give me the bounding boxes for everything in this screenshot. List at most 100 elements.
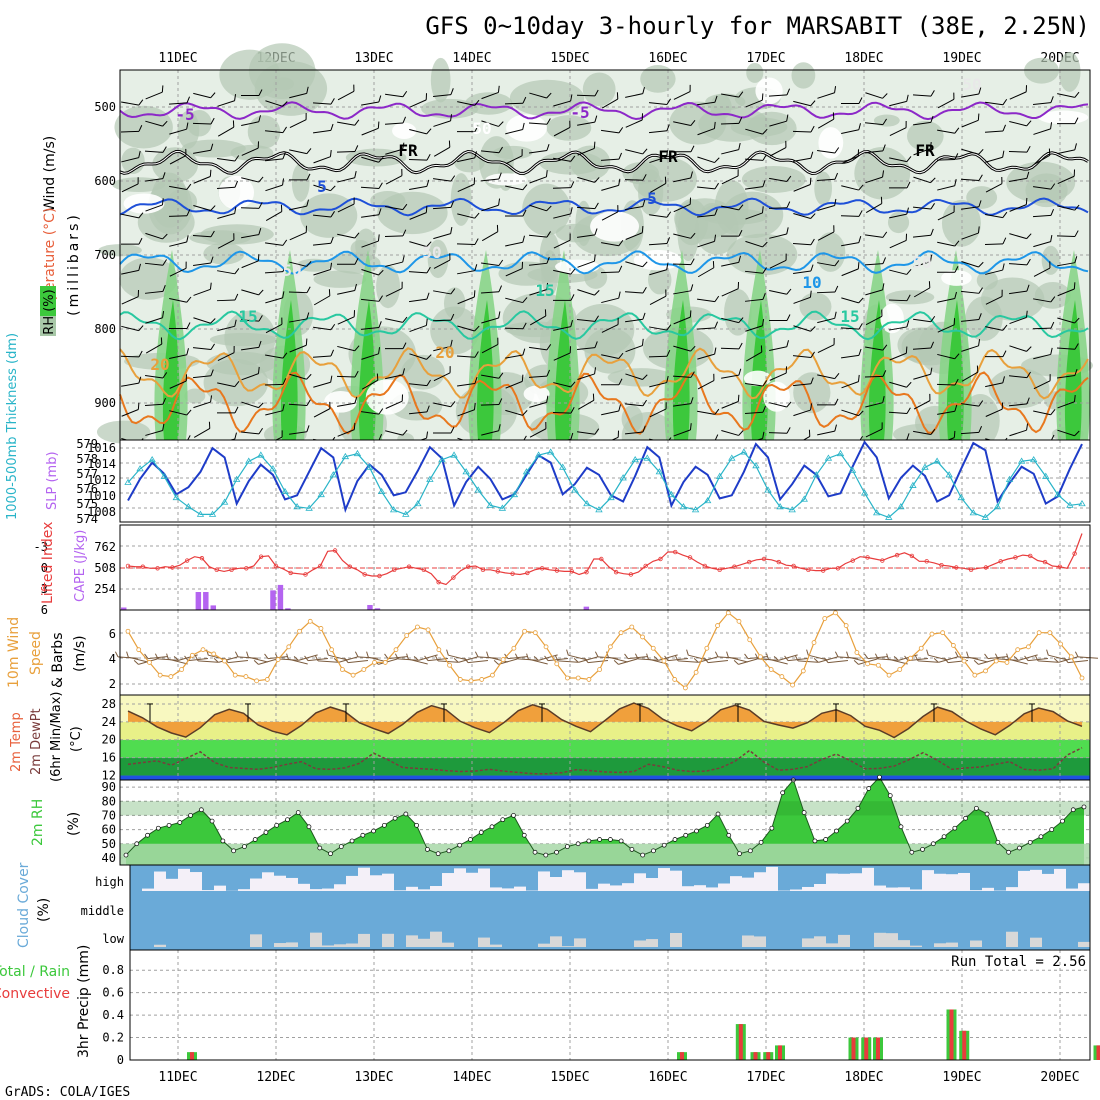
- barb-shaft: [1057, 401, 1075, 409]
- barb-flag: [690, 145, 695, 152]
- wind-barb: [121, 99, 144, 106]
- wind-barb: [313, 262, 333, 276]
- wind-barb: [241, 176, 264, 183]
- barb-shaft: [337, 121, 355, 126]
- barb-shaft: [913, 287, 931, 298]
- contour-label: 50: [472, 119, 491, 138]
- barb-flag: [330, 211, 335, 218]
- barb-flag: [210, 205, 216, 211]
- wind-barb: [481, 120, 504, 127]
- barb-shaft: [913, 400, 931, 410]
- barb-flag: [498, 259, 504, 266]
- thickness-point: [836, 449, 845, 457]
- rh-shading: [96, 43, 1093, 461]
- barb-shaft: [1032, 102, 1052, 105]
- barb-flag: [666, 324, 672, 331]
- wind-barb: [697, 347, 717, 360]
- barb-flag: [498, 424, 501, 431]
- barb-shaft: [336, 375, 356, 378]
- wind-barb: [361, 347, 381, 360]
- lifted-index-point: [584, 569, 589, 575]
- rh-point: [930, 841, 936, 847]
- rh-blob-moist: [291, 163, 310, 202]
- barb-shaft: [408, 383, 428, 387]
- wind-barb: [889, 207, 909, 219]
- wind-barb: [480, 285, 503, 294]
- wind10-barb: [493, 658, 518, 665]
- barb-flag: [521, 261, 524, 269]
- barb-shaft: [145, 374, 163, 379]
- wind-barb: [528, 369, 551, 378]
- barb-shaft: [721, 288, 739, 297]
- thickness-point: [208, 510, 217, 517]
- barb-flag: [354, 119, 360, 126]
- barb-flag: [162, 259, 167, 266]
- barb-flag: [810, 403, 813, 411]
- wind10-point: [929, 631, 935, 637]
- wind-barb: [841, 97, 863, 105]
- barb-shaft: [1056, 235, 1076, 237]
- barb-flag: [944, 657, 949, 663]
- barb-shaft: [769, 372, 787, 381]
- barb-flag: [954, 240, 960, 247]
- barb-shaft: [877, 658, 899, 661]
- barb-flag: [906, 294, 911, 301]
- wind-barb: [241, 289, 264, 296]
- barb-flag: [378, 156, 384, 163]
- wind-barb: [192, 369, 214, 379]
- barb-shaft: [360, 298, 380, 302]
- barb-shaft: [553, 352, 571, 361]
- barb-flag: [785, 140, 787, 148]
- barb-flag: [926, 649, 929, 656]
- temperature-contour: [119, 310, 1089, 341]
- lifted-index-point: [820, 568, 826, 573]
- barb-flag: [258, 176, 264, 183]
- barb-shaft: [649, 295, 667, 306]
- wind-barb: [792, 125, 815, 133]
- wind-barb: [432, 313, 455, 322]
- barb-flag: [978, 174, 983, 181]
- lifted-index-point: [835, 566, 841, 571]
- barb-flag: [330, 236, 334, 244]
- wind-barb: [121, 237, 143, 245]
- barb-flag: [194, 655, 199, 662]
- wind10m-panel: 642 10m Wind Speed & Barbs (m/s): [6, 609, 1099, 696]
- barb-flag: [137, 402, 140, 410]
- wind-barb: [265, 352, 288, 359]
- wind-barb: [937, 179, 957, 191]
- barb-flag: [1026, 371, 1031, 378]
- low-cloud-cell: [334, 944, 346, 947]
- barb-shaft: [456, 355, 476, 358]
- barb-flag: [377, 121, 380, 129]
- lifted-index-point: [140, 564, 145, 569]
- barb-flag: [978, 400, 984, 407]
- wind10-point: [565, 675, 570, 681]
- barb-flag: [834, 172, 839, 180]
- barb-flag: [213, 658, 219, 663]
- barb-flag: [426, 292, 430, 300]
- barb-flag: [162, 284, 166, 292]
- wind-barb: [241, 366, 260, 381]
- wind10-point: [264, 677, 270, 682]
- thickness-tick: 574: [76, 512, 98, 526]
- barb-shaft: [217, 126, 235, 137]
- barb-flag: [930, 367, 933, 375]
- thickness-point: [245, 457, 253, 464]
- rh-blob-moist: [1034, 282, 1071, 309]
- barb-shaft: [792, 383, 812, 387]
- wind-barb: [768, 88, 791, 97]
- barb-shaft: [241, 121, 259, 127]
- wind10-point: [682, 685, 688, 691]
- barb-shaft: [769, 402, 787, 408]
- barb-flag: [186, 296, 192, 303]
- low-cloud-cell: [418, 938, 430, 947]
- rh-blob-moist: [376, 265, 401, 309]
- barb-flag: [785, 253, 787, 261]
- barb-shaft: [385, 374, 403, 380]
- barb-shaft: [985, 408, 1003, 417]
- barb-flag: [330, 98, 335, 105]
- barb-flag: [1025, 85, 1028, 92]
- barb-shaft: [717, 656, 739, 659]
- low-cloud-cell: [346, 943, 358, 947]
- barb-shaft: [1008, 375, 1028, 379]
